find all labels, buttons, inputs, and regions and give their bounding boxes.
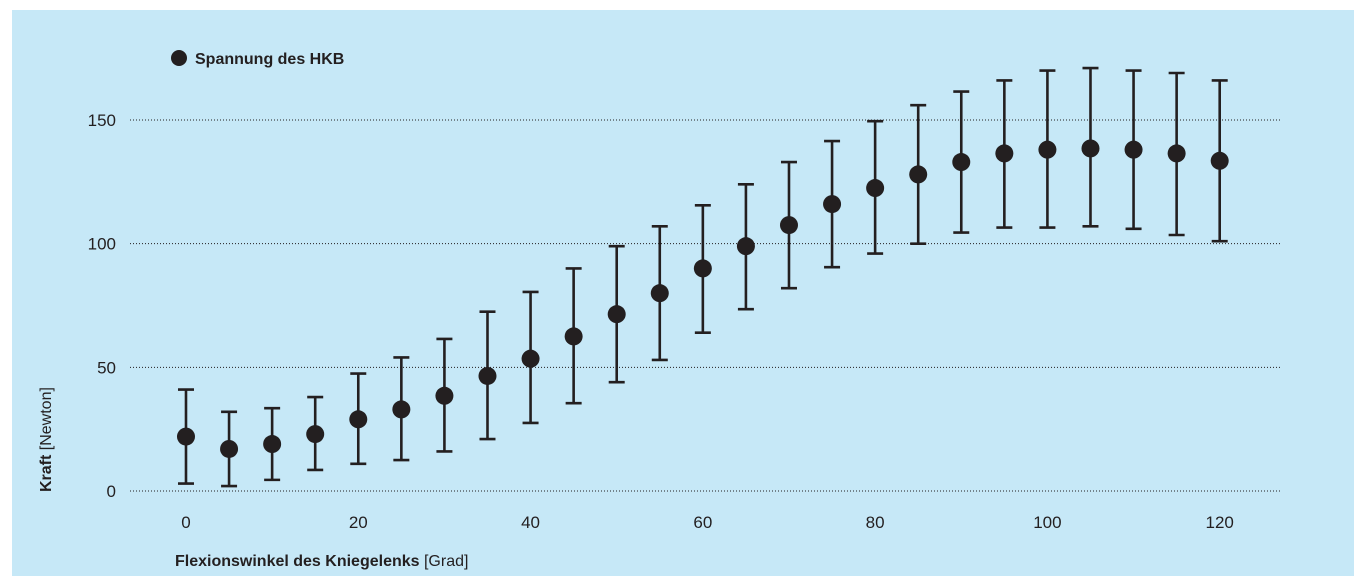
chart-panel: 0 50 100 150 0 20 40 60 80 100 120 Spannung des H… xyxy=(12,10,1354,576)
x-tick-label: 80 xyxy=(866,513,885,532)
y-axis-title: Kraft [Newton] xyxy=(38,387,55,492)
data-point xyxy=(607,305,626,324)
x-axis-title: Flexionswinkel des Kniegelenks [Grad] xyxy=(175,553,468,570)
legend-label: Spannung des HKB xyxy=(195,51,344,68)
y-tick-label: 150 xyxy=(88,111,116,130)
data-point xyxy=(435,386,454,405)
legend: Spannung des HKB xyxy=(171,50,344,68)
data-point xyxy=(1210,151,1229,170)
data-point xyxy=(1124,140,1143,159)
data-point xyxy=(866,179,885,198)
x-tick-label: 60 xyxy=(693,513,712,532)
data-point xyxy=(349,410,368,429)
data-point xyxy=(176,427,195,446)
x-tick-label: 40 xyxy=(521,513,540,532)
x-axis-title-unit: [Grad] xyxy=(420,553,469,570)
grid-lines xyxy=(130,119,1280,492)
x-tick-label: 120 xyxy=(1206,513,1234,532)
data-point xyxy=(779,216,798,235)
data-points xyxy=(176,139,1229,458)
data-point xyxy=(521,349,540,368)
legend-marker xyxy=(171,50,187,66)
data-point xyxy=(909,165,928,184)
data-point xyxy=(823,195,842,214)
y-axis-title-unit: [Newton] xyxy=(38,387,55,455)
data-point xyxy=(1081,139,1100,158)
data-point xyxy=(693,259,712,278)
x-tick-labels: 0 20 40 60 80 100 120 xyxy=(181,513,1234,532)
y-axis-title-main: Kraft xyxy=(38,454,55,492)
data-point xyxy=(1167,144,1186,163)
data-point xyxy=(220,439,239,458)
x-tick-label: 0 xyxy=(181,513,190,532)
x-tick-label: 100 xyxy=(1033,513,1061,532)
data-point xyxy=(564,327,583,346)
data-point xyxy=(263,435,282,454)
data-point xyxy=(392,400,411,419)
y-tick-labels: 0 50 100 150 xyxy=(88,111,116,501)
x-tick-label: 20 xyxy=(349,513,368,532)
data-point xyxy=(995,144,1014,163)
y-tick-label: 50 xyxy=(97,358,116,377)
data-point xyxy=(306,425,325,444)
data-point xyxy=(736,237,755,256)
data-point xyxy=(478,366,497,385)
scatter-chart: 0 50 100 150 0 20 40 60 80 100 120 Spannung des H… xyxy=(38,50,1280,570)
data-point xyxy=(650,284,669,303)
y-tick-label: 100 xyxy=(88,235,116,254)
x-axis-title-main: Flexionswinkel des Kniegelenks xyxy=(175,553,420,570)
y-tick-label: 0 xyxy=(107,482,116,501)
data-point xyxy=(1038,140,1057,159)
data-point xyxy=(952,153,971,172)
